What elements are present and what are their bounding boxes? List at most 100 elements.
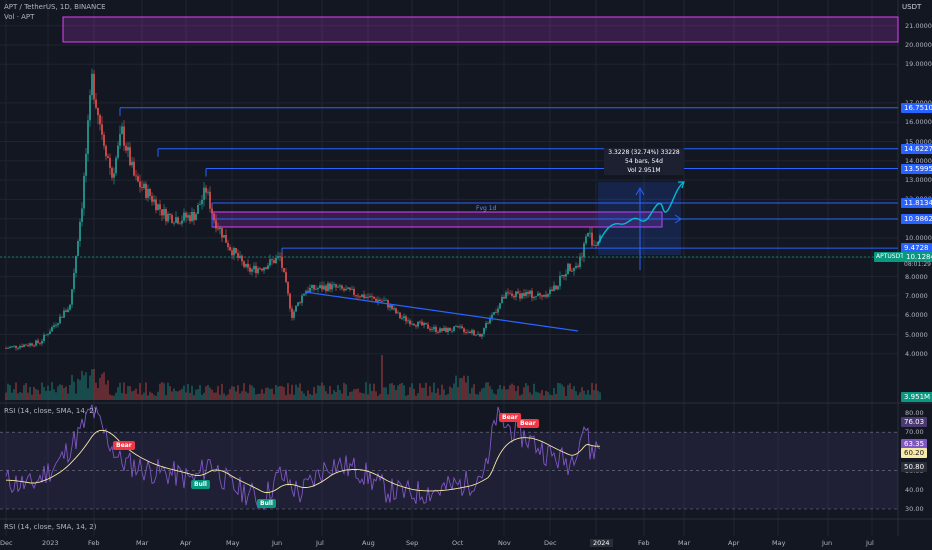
volume-bar bbox=[351, 391, 353, 400]
candle-body bbox=[461, 326, 463, 329]
volume-bar bbox=[163, 383, 165, 400]
candle-body bbox=[23, 344, 25, 347]
volume-bar bbox=[561, 384, 563, 400]
candle-body bbox=[335, 284, 337, 288]
candle-body bbox=[181, 220, 183, 224]
volume-bar bbox=[425, 382, 427, 400]
volume-bar bbox=[187, 383, 189, 400]
measure-arrowhead-right bbox=[674, 214, 682, 224]
volume-bar bbox=[405, 395, 407, 400]
candle-body bbox=[549, 289, 551, 295]
candle-body bbox=[319, 285, 321, 289]
candle-body bbox=[429, 328, 431, 330]
candle-body bbox=[431, 329, 433, 331]
volume-bar bbox=[389, 383, 391, 400]
candle-body bbox=[529, 290, 531, 294]
candle-body bbox=[499, 303, 501, 309]
volume-bar bbox=[539, 393, 541, 400]
candle-body bbox=[383, 300, 385, 302]
candle-body bbox=[357, 295, 359, 297]
candle-body bbox=[253, 265, 255, 270]
volume-bar bbox=[289, 394, 291, 400]
candle-body bbox=[545, 294, 547, 297]
projection-path bbox=[597, 181, 685, 245]
candle-body bbox=[521, 293, 523, 299]
currency-label[interactable]: USDT bbox=[902, 3, 922, 11]
candle-body bbox=[27, 345, 29, 347]
candle-body bbox=[177, 217, 179, 224]
price-tick-label: 13.0000 bbox=[905, 176, 932, 185]
candle-body bbox=[371, 296, 373, 297]
candle-body bbox=[261, 268, 263, 271]
rsi-legend[interactable]: RSI (14, close, SMA, 14, 2) bbox=[4, 407, 97, 415]
volume-legend[interactable]: Vol · APT bbox=[4, 13, 35, 21]
candle-body bbox=[519, 293, 521, 299]
volume-bar bbox=[137, 394, 139, 400]
volume-bar bbox=[135, 388, 137, 400]
volume-bar bbox=[485, 382, 487, 400]
volume-bar bbox=[125, 393, 127, 400]
volume-bar bbox=[235, 391, 237, 400]
candle-body bbox=[197, 204, 199, 214]
rsi-label-bear: Bear bbox=[517, 419, 539, 428]
volume-bar bbox=[73, 381, 75, 400]
volume-bar bbox=[221, 383, 223, 400]
volume-bar bbox=[355, 389, 357, 400]
volume-bar bbox=[193, 395, 195, 400]
candle-body bbox=[207, 191, 209, 193]
time-tick-label: Feb bbox=[88, 539, 100, 547]
volume-bar bbox=[219, 394, 221, 400]
rsi2-legend[interactable]: RSI (14, close, SMA, 14, 2) bbox=[4, 523, 97, 531]
candle-body bbox=[217, 228, 219, 230]
volume-bar bbox=[409, 387, 411, 400]
candle-body bbox=[507, 292, 509, 294]
volume-bar bbox=[177, 391, 179, 400]
volume-bar bbox=[241, 391, 243, 400]
candle-body bbox=[569, 263, 571, 271]
symbol-legend[interactable]: APT / TetherUS, 1D, BINANCE bbox=[4, 3, 106, 11]
candle-body bbox=[145, 183, 147, 198]
candle-body bbox=[191, 211, 193, 222]
volume-bar bbox=[581, 387, 583, 400]
candle-body bbox=[359, 296, 361, 298]
volume-bar bbox=[569, 383, 571, 400]
candle-body bbox=[247, 263, 249, 268]
candle-body bbox=[555, 285, 557, 290]
candle-body bbox=[143, 183, 145, 189]
volume-bar bbox=[109, 394, 111, 400]
volume-bar bbox=[369, 383, 371, 400]
drawings[interactable] bbox=[0, 181, 898, 332]
candle-body bbox=[571, 270, 573, 272]
volume-bar bbox=[199, 384, 201, 400]
candle-body bbox=[551, 289, 553, 292]
volume-bar bbox=[35, 389, 37, 400]
candle-body bbox=[127, 147, 129, 151]
volume-bar bbox=[443, 389, 445, 400]
candle-body bbox=[363, 294, 365, 298]
time-tick-label: Dec bbox=[544, 539, 557, 547]
volume-bar bbox=[511, 383, 513, 400]
candle-body bbox=[579, 256, 581, 268]
candle-body bbox=[577, 265, 579, 268]
volume-bar bbox=[441, 384, 443, 400]
volume-bar bbox=[245, 391, 247, 400]
rsi-ma-tag: 60.20 bbox=[901, 448, 928, 458]
volume-bar bbox=[131, 391, 133, 400]
volume-bar bbox=[313, 387, 315, 400]
volume-bar bbox=[65, 386, 67, 400]
candle-body bbox=[493, 312, 495, 315]
candle-body bbox=[273, 260, 275, 264]
candle-body bbox=[117, 145, 119, 158]
candle-body bbox=[187, 215, 189, 218]
projection-arrowhead bbox=[678, 181, 685, 189]
volume-bar bbox=[585, 394, 587, 400]
candle-body bbox=[433, 327, 435, 330]
volume-bar bbox=[471, 387, 473, 400]
volume-bar bbox=[91, 369, 93, 400]
volume-bar bbox=[231, 386, 233, 400]
time-tick-label: Jul bbox=[316, 539, 324, 547]
volume-bar bbox=[557, 382, 559, 400]
candle-body bbox=[57, 323, 59, 326]
volume-bar bbox=[151, 392, 153, 400]
